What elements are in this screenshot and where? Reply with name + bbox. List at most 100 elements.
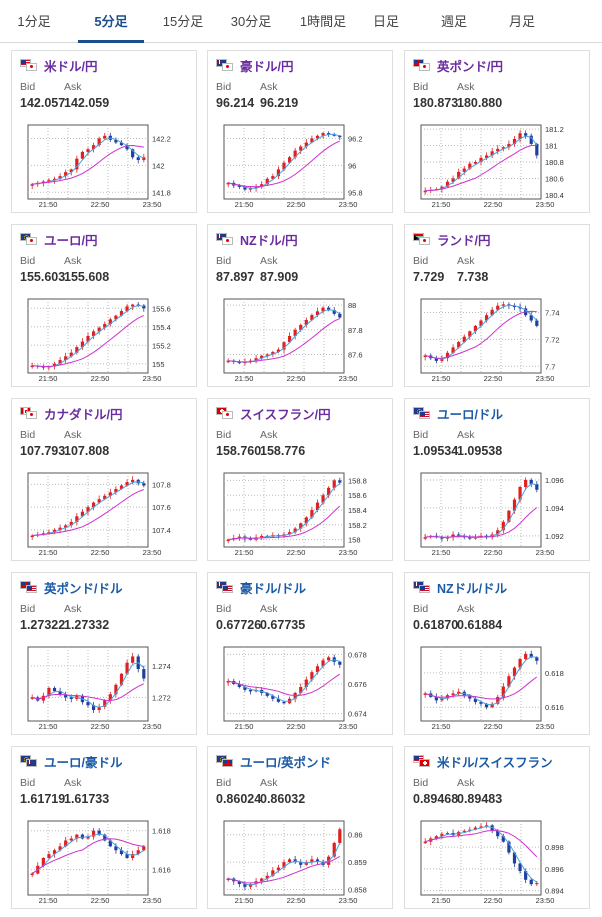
mini-candlestick-chart[interactable]: 158.8 158.6 158.4 158.2 158 21:50 22:50 23:50 — [214, 467, 386, 563]
tab-1[interactable]: 5分足 — [78, 0, 144, 43]
rate-card[interactable]: ユーロ/ドル Bid Ask 1.09534 1.09538 1.096 1.094 1.09… — [404, 398, 590, 561]
candle-body — [75, 347, 79, 353]
ask-value: 180.880 — [457, 96, 503, 110]
candle-body — [282, 701, 286, 704]
rate-card[interactable]: 米ドル/円 Bid Ask 142.057 142.059 142.2 142 141.8 21… — [11, 50, 197, 213]
bid-value: 0.61870 — [413, 618, 459, 632]
y-tick-label: 7.74 — [545, 308, 560, 317]
pair-link[interactable]: 豪ドル/円 — [240, 59, 294, 74]
candle-body — [142, 483, 146, 486]
tab-0[interactable]: 1分足 — [17, 14, 51, 29]
pair-link[interactable]: 米ドル/円 — [44, 59, 98, 74]
flag-jp-icon — [26, 410, 37, 419]
x-tick-label: 22:50 — [287, 548, 306, 557]
candle-body — [315, 666, 320, 673]
pair-link[interactable]: ユーロ/ドル — [437, 407, 503, 422]
tab-7[interactable]: 月足 — [508, 14, 535, 29]
candle-body — [237, 185, 241, 187]
rate-card[interactable]: スイスフラン/円 Bid Ask 158.760 158.776 158.8 158.6 15… — [207, 398, 393, 561]
currency-flags-icon — [413, 406, 431, 420]
mini-candlestick-chart[interactable]: 88 87.8 87.6 21:50 22:50 23:50 — [214, 293, 386, 389]
rate-card[interactable]: ランド/円 Bid Ask 7.729 7.738 7.74 7.72 7.7 21:50 22:… — [404, 224, 590, 387]
candle-body — [260, 535, 264, 538]
candle-body — [142, 846, 146, 851]
pair-link[interactable]: ランド/円 — [437, 233, 491, 248]
mini-candlestick-chart[interactable]: 155.6 155.4 155.2 155 21:50 22:50 23:50 — [18, 293, 190, 389]
rate-card[interactable]: 米ドル/スイスフラン Bid Ask 0.89468 0.89483 0.898 0.896… — [404, 746, 590, 909]
mini-candlestick-chart[interactable]: 1.618 1.616 21:50 22:50 23:50 — [18, 815, 190, 911]
candle-body — [265, 354, 269, 356]
candle-body — [440, 537, 444, 539]
candle-body — [125, 145, 129, 150]
candle-body — [58, 846, 62, 851]
rate-card[interactable]: ユーロ/円 Bid Ask 155.603 155.608 155.6 155.4 155.2… — [11, 224, 197, 387]
tab-4[interactable]: 1時間足 — [299, 14, 347, 29]
rate-card[interactable]: ユーロ/豪ドル Bid Ask 1.61719 1.61733 1.618 1.616 21:… — [11, 746, 197, 909]
mini-candlestick-chart[interactable]: 107.8 107.6 107.4 21:50 22:50 23:50 — [18, 467, 190, 563]
mini-candlestick-chart[interactable]: 0.678 0.676 0.674 21:50 22:50 23:50 — [214, 641, 386, 737]
pair-link[interactable]: 英ポンド/円 — [437, 59, 503, 74]
pair-link[interactable]: スイスフラン/円 — [240, 407, 331, 422]
pair-link[interactable]: ユーロ/豪ドル — [44, 755, 123, 770]
candle-body — [293, 329, 297, 336]
candle-body — [114, 315, 118, 320]
tab-5[interactable]: 日足 — [372, 14, 399, 29]
currency-flags-icon — [20, 58, 38, 72]
tab-6[interactable]: 週足 — [440, 14, 467, 29]
pair-link[interactable]: 豪ドル/ドル — [240, 581, 306, 596]
pair-link[interactable]: NZドル/円 — [240, 233, 298, 248]
mini-candlestick-chart[interactable]: 96.2 96 95.8 21:50 22:50 23:50 — [214, 119, 386, 215]
x-tick-label: 22:50 — [287, 722, 306, 731]
mini-candlestick-chart[interactable]: 1.096 1.094 1.092 21:50 22:50 23:50 — [411, 467, 583, 563]
bid-value: 87.897 — [216, 270, 255, 284]
candle-body — [490, 825, 494, 831]
card-header: 英ポンド/円 — [413, 57, 503, 74]
y-tick-label: 158 — [348, 536, 361, 545]
tab-2[interactable]: 15分足 — [162, 14, 204, 29]
candle-body — [434, 696, 438, 701]
tab-3[interactable]: 30分足 — [230, 14, 272, 29]
y-tick-label: 155.6 — [152, 304, 171, 313]
pair-link[interactable]: ユーロ/英ポンド — [240, 755, 331, 770]
pair-link[interactable]: ユーロ/円 — [44, 233, 98, 248]
rate-card[interactable]: 豪ドル/円 Bid Ask 96.214 96.219 96.2 96 95.8 21:50 22… — [207, 50, 393, 213]
rate-card[interactable]: 豪ドル/ドル Bid Ask 0.67726 0.67735 0.678 0.676 0.67… — [207, 572, 393, 735]
mini-candlestick-chart[interactable]: 142.2 142 141.8 21:50 22:50 23:50 — [18, 119, 190, 215]
candle-body — [332, 480, 336, 488]
rate-card[interactable]: NZドル/ドル Bid Ask 0.61870 0.61884 0.618 0.616 21:… — [404, 572, 590, 735]
pair-link[interactable]: 英ポンド/ドル — [44, 581, 123, 596]
mini-candlestick-chart[interactable]: 1.274 1.272 21:50 22:50 23:50 — [18, 641, 190, 737]
candle-body — [58, 176, 62, 179]
mini-candlestick-chart[interactable]: 181.2 181 180.8 180.6 180.4 21:50 22:50 23:50 — [411, 119, 583, 215]
candle-body — [332, 134, 336, 136]
candle-body — [490, 151, 494, 156]
rate-card[interactable]: 英ポンド/円 Bid Ask 180.873 180.880 181.2 181 180.8 1… — [404, 50, 590, 213]
mini-candlestick-chart[interactable]: 0.86 0.859 0.858 21:50 22:50 23:50 — [214, 815, 386, 911]
rate-card[interactable]: NZドル/円 Bid Ask 87.897 87.909 88 87.8 87.6 21:50 2… — [207, 224, 393, 387]
candle-body — [332, 310, 336, 314]
pair-link[interactable]: カナダドル/円 — [44, 407, 123, 422]
short-moving-average-line — [31, 833, 145, 875]
currency-flags-icon — [20, 754, 38, 768]
candle-body — [496, 148, 500, 152]
x-tick-label: 22:50 — [287, 200, 306, 209]
candle-body — [237, 536, 241, 539]
candle-body — [518, 863, 522, 872]
mini-candlestick-chart[interactable]: 0.618 0.616 21:50 22:50 23:50 — [411, 641, 583, 737]
candle-body — [131, 304, 135, 307]
candle-body — [473, 162, 478, 164]
x-tick-label: 23:50 — [143, 896, 162, 905]
mini-candlestick-chart[interactable]: 7.74 7.72 7.7 21:50 22:50 23:50 — [411, 293, 583, 389]
rate-card[interactable]: 英ポンド/ドル Bid Ask 1.27322 1.27332 1.274 1.272 21:… — [11, 572, 197, 735]
mini-candlestick-chart[interactable]: 0.898 0.896 0.894 21:50 22:50 23:50 — [411, 815, 583, 911]
pair-link[interactable]: NZドル/ドル — [437, 581, 508, 596]
candle-body — [535, 320, 539, 326]
candle-body — [119, 142, 124, 146]
rate-card[interactable]: ユーロ/英ポンド Bid Ask 0.86024 0.86032 0.86 0.859 0.8… — [207, 746, 393, 909]
candle-body — [47, 180, 51, 182]
candle-body — [103, 323, 107, 328]
candle-body — [131, 656, 135, 663]
candle-body — [310, 138, 314, 143]
pair-link[interactable]: 米ドル/スイスフラン — [437, 755, 553, 770]
rate-card[interactable]: カナダドル/円 Bid Ask 107.793 107.808 107.8 107.6 107… — [11, 398, 197, 561]
